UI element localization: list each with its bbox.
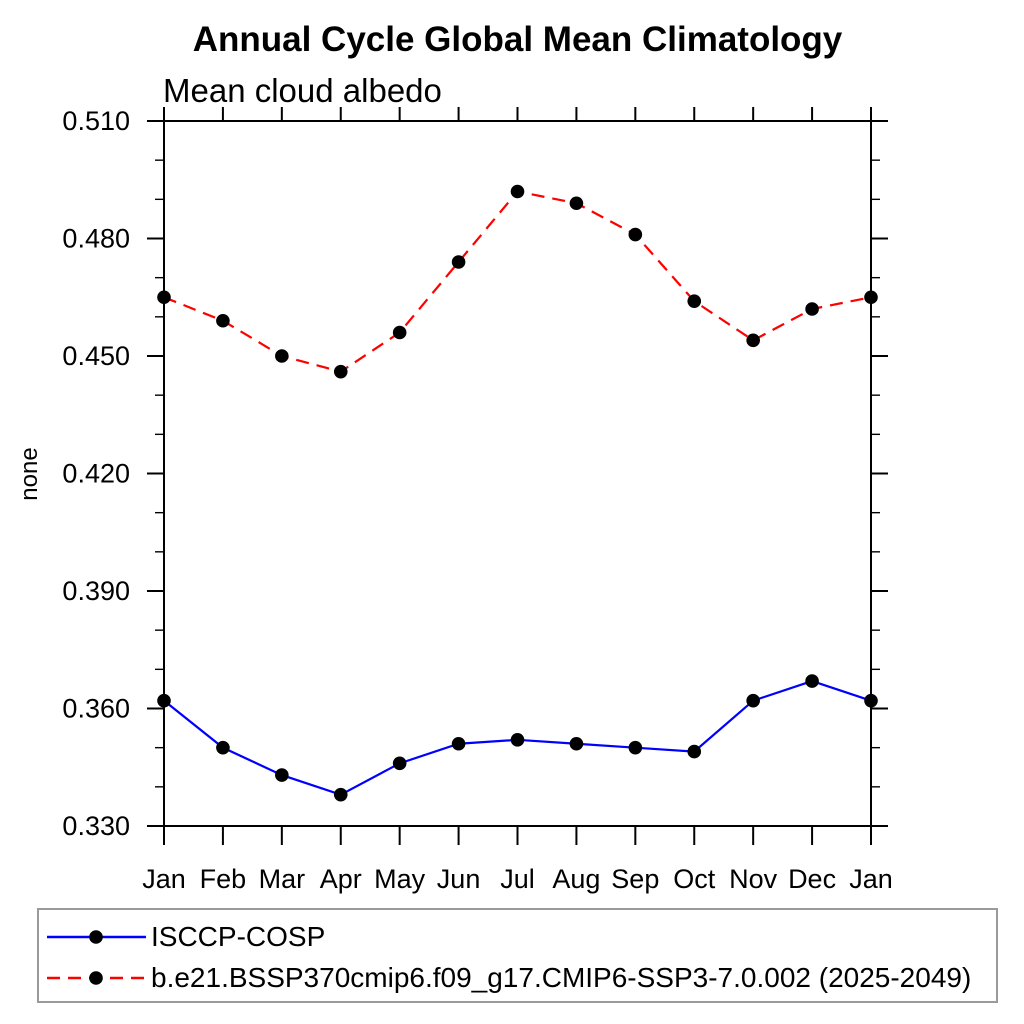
x-tick-label-oct-9: Oct bbox=[673, 864, 716, 894]
series-model-run bbox=[157, 184, 878, 379]
x-tick-label-jan-12: Jan bbox=[849, 864, 893, 894]
x-tick-label-aug-7: Aug bbox=[552, 864, 600, 894]
legend: ISCCP-COSP b.e21.BSSP370cmip6.f09_g17.CM… bbox=[37, 908, 998, 1003]
legend-item-isccp-cosp: ISCCP-COSP bbox=[45, 916, 996, 957]
x-tick-label-jan-0: Jan bbox=[142, 864, 186, 894]
legend-label-isccp-cosp: ISCCP-COSP bbox=[151, 920, 326, 952]
x-tick-label-sep-8: Sep bbox=[611, 864, 659, 894]
y-tick-label: 0.510 bbox=[62, 106, 130, 136]
y-tick-label: 0.360 bbox=[62, 694, 130, 724]
chart-subtitle: Mean cloud albedo bbox=[163, 72, 442, 109]
series-isccp-cosp bbox=[157, 674, 878, 802]
legend-item-model-run: b.e21.BSSP370cmip6.f09_g17.CMIP6-SSP3-7.… bbox=[45, 957, 996, 998]
x-tick-label-feb-1: Feb bbox=[200, 864, 247, 894]
x-tick-label-jun-5: Jun bbox=[437, 864, 481, 894]
axis-frame bbox=[163, 120, 872, 827]
chart-title: Annual Cycle Global Mean Climatology bbox=[192, 20, 843, 59]
y-axis-tick-labels: 0.330 0.360 0.390 0.420 0.450 0.480 0.510 bbox=[62, 106, 130, 841]
x-tick-label-apr-3: Apr bbox=[320, 864, 362, 894]
y-tick-label: 0.390 bbox=[62, 576, 130, 606]
x-axis-ticks bbox=[163, 107, 872, 845]
x-tick-label-mar-2: Mar bbox=[259, 864, 306, 894]
y-tick-label: 0.450 bbox=[62, 341, 130, 371]
legend-line-sample-solid bbox=[47, 929, 146, 944]
x-axis-tick-labels: Jan Feb Mar Apr May Jun Jul Aug Sep Oct Nov Dec Jan bbox=[142, 864, 893, 894]
x-tick-label-may-4: May bbox=[374, 864, 426, 894]
y-tick-label: 0.420 bbox=[62, 459, 130, 489]
y-axis-ticks bbox=[147, 120, 888, 827]
y-tick-label: 0.330 bbox=[62, 811, 130, 841]
x-tick-label-dec-11: Dec bbox=[788, 864, 836, 894]
legend-label-model-run: b.e21.BSSP370cmip6.f09_g17.CMIP6-SSP3-7.… bbox=[151, 961, 972, 993]
y-tick-label: 0.480 bbox=[62, 224, 130, 254]
legend-line-sample-dashed bbox=[47, 970, 146, 985]
x-tick-label-nov-10: Nov bbox=[729, 864, 778, 894]
x-tick-label-jul-6: Jul bbox=[500, 864, 535, 894]
